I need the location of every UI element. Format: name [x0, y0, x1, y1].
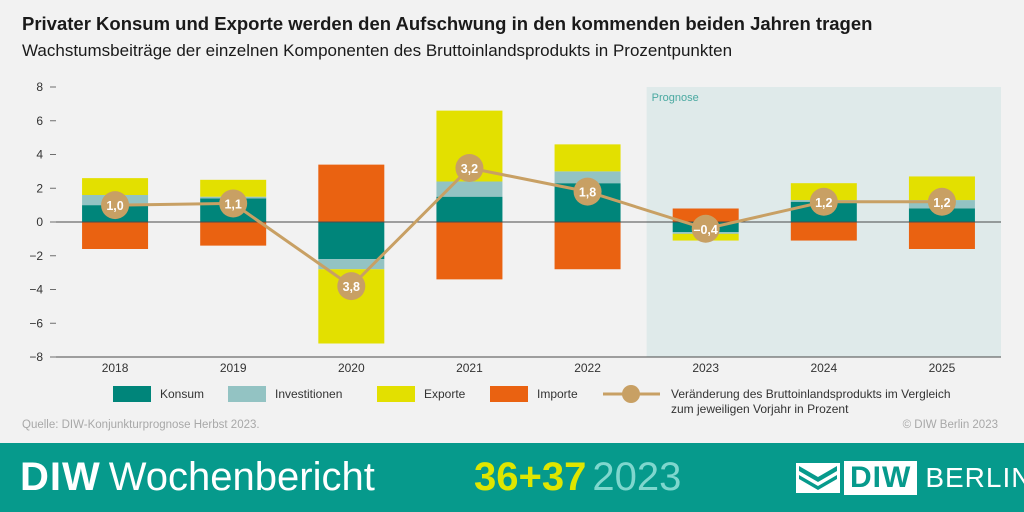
issue-label: 36+37: [474, 455, 587, 499]
gdp-point-2018: [101, 191, 130, 220]
legend-swatch-exporte: [377, 386, 415, 402]
legend-swatch-investitionen: [228, 386, 266, 402]
legend-swatch-importe: [490, 386, 528, 402]
legend-label-exporte: Exporte: [424, 387, 466, 401]
legend-label-investitionen: Investitionen: [275, 387, 342, 401]
x-tick-label-2022: 2022: [574, 361, 601, 375]
y-tick-label: −2: [29, 249, 43, 263]
legend-swatch-konsum: [113, 386, 151, 402]
legend-label-konsum: Konsum: [160, 387, 204, 401]
legend-label-importe: Importe: [537, 387, 578, 401]
legend-label-gdp-line-2: zum jeweiligen Vorjahr in Prozent: [671, 402, 849, 416]
gdp-point-2019: [219, 189, 248, 218]
x-tick-label-2025: 2025: [929, 361, 956, 375]
bar-exporte-2019: [200, 179, 267, 197]
publication-name: Wochenbericht: [108, 455, 375, 499]
bar-importe-2021: [436, 222, 503, 280]
bar-investitionen-2022: [554, 171, 621, 184]
bar-importe-2019: [200, 222, 267, 246]
gdp-point-2025: [927, 187, 956, 216]
copyright-note: © DIW Berlin 2023: [902, 419, 998, 431]
logo-brand: DIW: [844, 461, 918, 495]
bar-importe-2018: [82, 222, 149, 249]
legend-label-gdp-line-1: Veränderung des Bruttoinlandsprodukts im…: [671, 387, 951, 401]
y-tick-label: −4: [29, 283, 43, 297]
y-tick-label: 8: [36, 80, 43, 94]
publication-title: DIW Wochenbericht: [20, 451, 375, 503]
gdp-line: [115, 166, 942, 289]
y-tick-label: −6: [29, 316, 43, 330]
diw-logo-icon: [796, 463, 840, 493]
gdp-label-2025: 1,2: [933, 196, 950, 210]
gdp-label-2024: 1,2: [815, 196, 832, 210]
gdp-label-2023: –0,4: [694, 223, 718, 237]
gdp-point-2024: [809, 187, 838, 216]
y-tick-label: 2: [36, 181, 43, 195]
gdp-label-2022: 1,8: [579, 186, 596, 200]
legend-gdp-marker: [622, 385, 640, 403]
y-tick-label: −8: [29, 350, 43, 364]
bar-importe-2025: [908, 222, 975, 249]
forecast-label: Prognose: [652, 92, 699, 104]
source-note: Quelle: DIW-Konjunkturprognose Herbst 20…: [22, 419, 260, 431]
chart-title: Privater Konsum und Exporte werden den A…: [22, 13, 873, 34]
publication-brand: DIW: [20, 455, 101, 499]
x-tick-label-2024: 2024: [810, 361, 837, 375]
logo-city: BERLIN: [925, 462, 1024, 493]
chart: Prognose 8 6 4 2 0 −2 −4 −6 −8 2018 2019 2020 2021 202…: [29, 80, 1001, 416]
y-tick-label: 4: [36, 148, 43, 162]
x-tick-label-2019: 2019: [220, 361, 247, 375]
y-tick-label: 6: [36, 114, 43, 128]
bar-konsum-2020: [318, 222, 385, 260]
gdp-label-2021: 3,2: [461, 162, 478, 176]
y-tick-label: 0: [36, 215, 43, 229]
gdp-label-2019: 1,1: [224, 197, 241, 211]
issue-year: 2023: [592, 455, 682, 499]
bar-exporte-2022: [554, 144, 621, 172]
bar-investitionen-2020: [318, 259, 385, 270]
gdp-label-2018: 1,0: [106, 199, 123, 213]
x-tick-label-2018: 2018: [102, 361, 129, 375]
gdp-point-2022: [573, 177, 602, 206]
x-tick-label-2023: 2023: [692, 361, 719, 375]
issue-number: 36+37 2023: [474, 451, 681, 503]
x-tick-label-2021: 2021: [456, 361, 483, 375]
chart-subtitle: Wachstumsbeiträge der einzelnen Komponen…: [22, 41, 733, 60]
bar-importe-2020: [318, 164, 385, 222]
x-tick-label-2020: 2020: [338, 361, 365, 375]
bar-importe-2022: [554, 222, 621, 270]
bar-konsum-2021: [436, 196, 503, 222]
bar-importe-2024: [790, 222, 857, 241]
gdp-point-2020: [337, 272, 366, 301]
footer-banner: DIW Wochenbericht 36+37 2023 DIW BERLIN: [0, 443, 1024, 512]
bar-exporte-2018: [82, 178, 149, 195]
diw-berlin-logo: DIW BERLIN: [796, 459, 1024, 497]
gdp-label-2020: 3,8: [343, 280, 360, 294]
gdp-point-2023: [691, 214, 720, 243]
gdp-point-2021: [455, 154, 484, 182]
